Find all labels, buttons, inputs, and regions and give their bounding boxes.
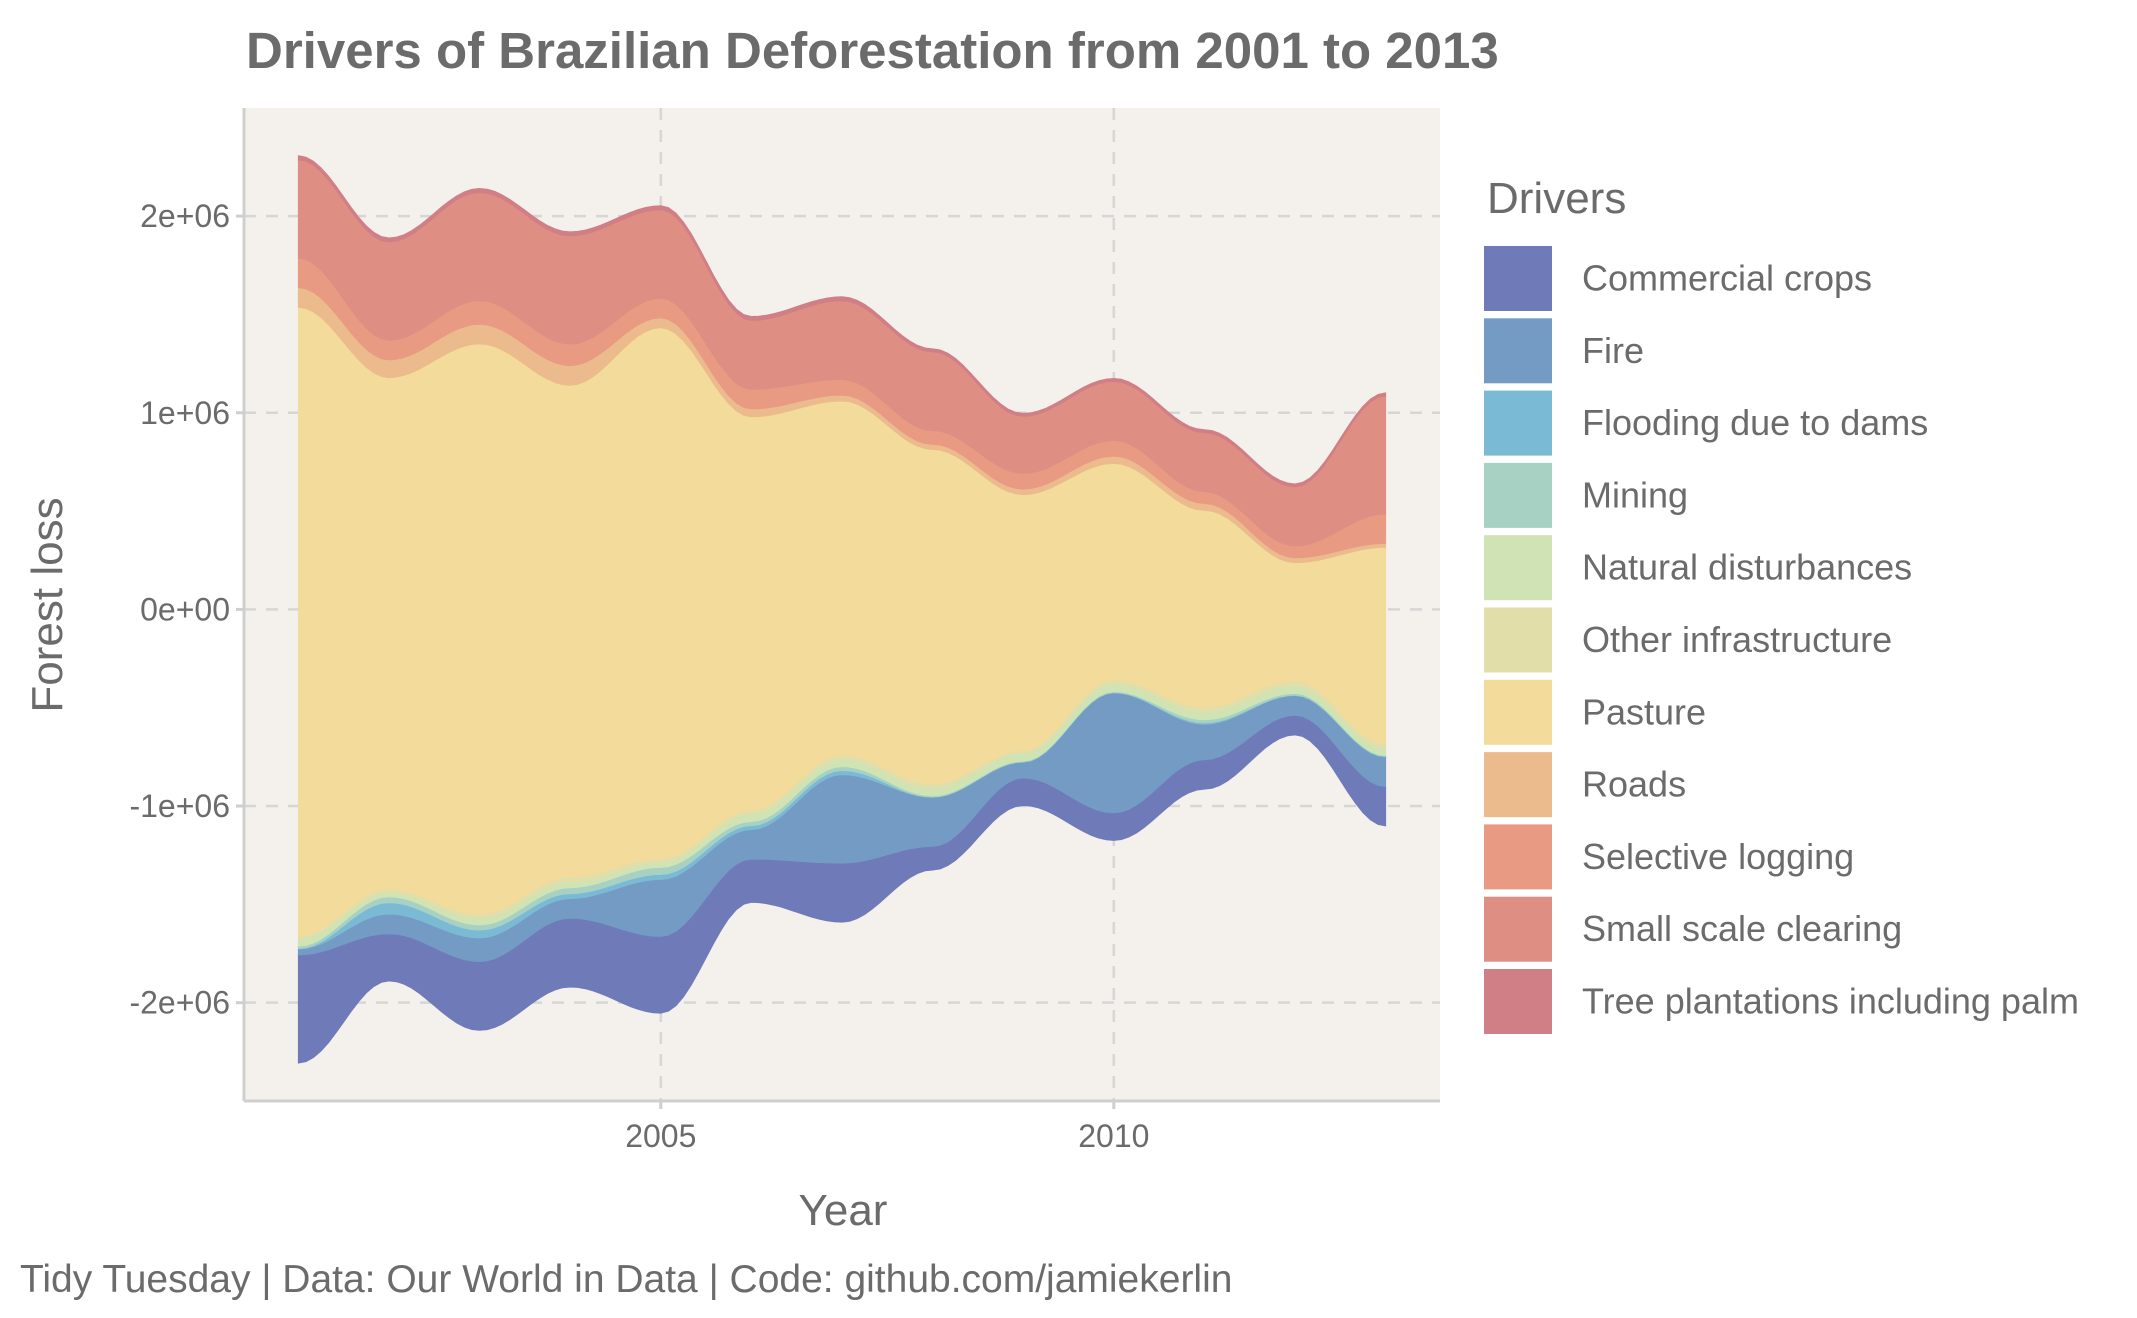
legend-label: Roads — [1582, 764, 1686, 805]
legend-label: Tree plantations including palm — [1582, 981, 2079, 1022]
y-tick-label: 1e+06 — [140, 395, 230, 431]
legend-label: Natural disturbances — [1582, 547, 1912, 588]
chart-title: Drivers of Brazilian Deforestation from … — [246, 22, 1499, 79]
legend-key — [1484, 390, 1552, 456]
legend-key — [1484, 896, 1552, 962]
legend-key — [1484, 246, 1552, 311]
legend-key — [1484, 969, 1552, 1034]
y-axis-title: Forest loss — [23, 497, 72, 712]
x-tick-label: 2010 — [1078, 1118, 1149, 1154]
legend-label: Pasture — [1582, 691, 1706, 732]
legend-key — [1484, 679, 1552, 745]
legend-label: Small scale clearing — [1582, 908, 1902, 949]
legend-key — [1484, 607, 1552, 673]
legend-label: Flooding due to dams — [1582, 402, 1928, 443]
caption: Tidy Tuesday | Data: Our World in Data |… — [20, 1258, 1232, 1301]
legend-label: Selective logging — [1582, 836, 1854, 877]
x-tick-label: 2005 — [625, 1118, 696, 1154]
legend-key — [1484, 824, 1552, 890]
legend-key — [1484, 535, 1552, 601]
y-tick-label: -2e+06 — [129, 985, 230, 1021]
legend-title: Drivers — [1487, 174, 1626, 223]
y-tick-label: 2e+06 — [140, 198, 230, 234]
legend-key — [1484, 318, 1552, 384]
legend-label: Fire — [1582, 330, 1644, 371]
x-axis-title: Year — [799, 1186, 888, 1235]
y-tick-label: -1e+06 — [129, 788, 230, 824]
legend-key — [1484, 752, 1552, 818]
y-tick-label: 0e+00 — [140, 591, 230, 627]
stream-layer-tree-plantations-including-palm — [297, 155, 1387, 488]
stream-layers — [297, 155, 1387, 1064]
legend-label: Other infrastructure — [1582, 619, 1892, 660]
legend-key — [1484, 462, 1552, 528]
legend: Commercial crops Fire Flooding due to dams… — [1484, 246, 2079, 1034]
legend-label: Commercial crops — [1582, 258, 1872, 299]
axes: 2e+06 1e+06 0e+00 -1e+06 -2e+06 2005 2010 — [129, 108, 1440, 1154]
legend-label: Mining — [1582, 474, 1688, 515]
